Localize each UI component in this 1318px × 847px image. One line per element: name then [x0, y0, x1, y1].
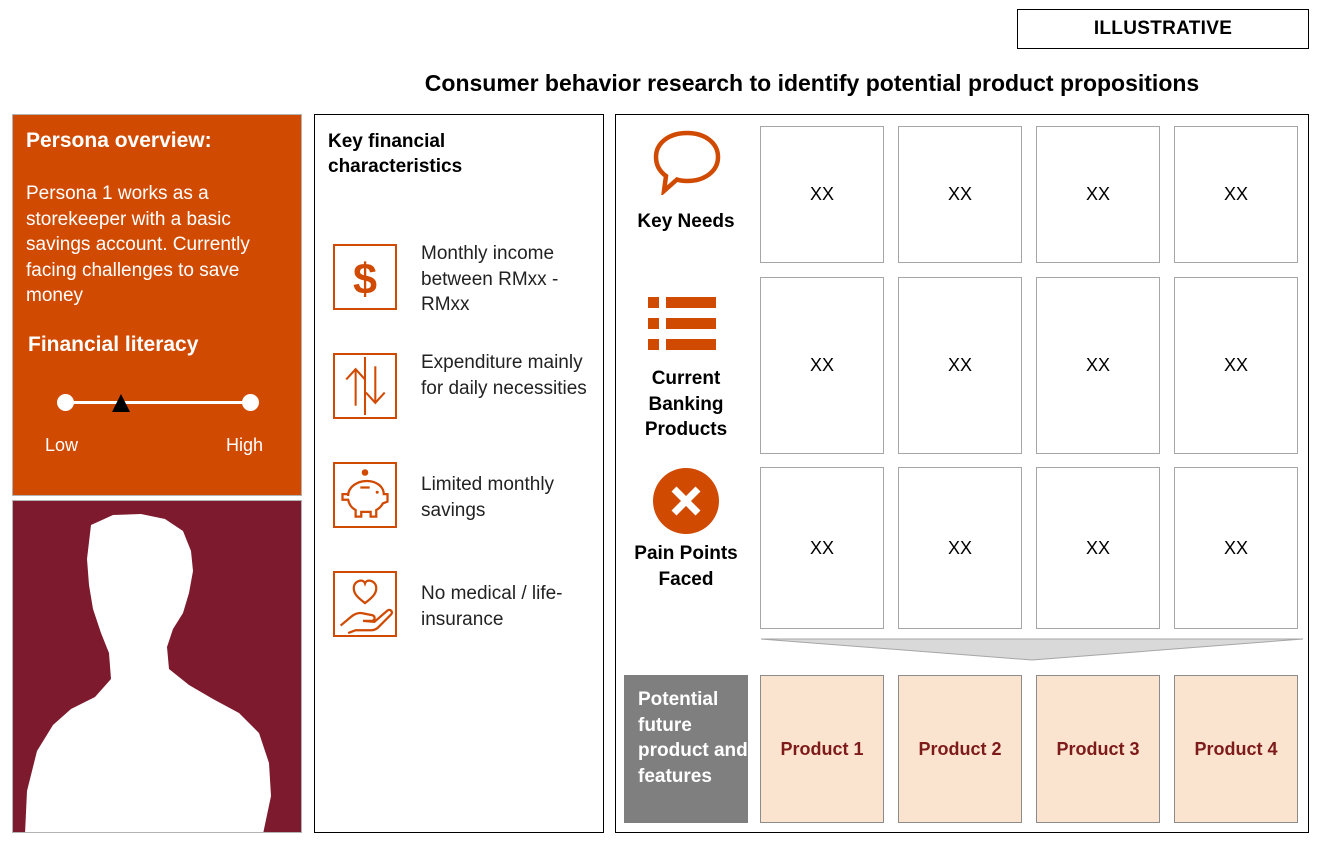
matrix-cell: XX	[1174, 467, 1298, 629]
product-card: Product 3	[1036, 675, 1160, 823]
illustrative-tag: ILLUSTRATIVE	[1017, 9, 1309, 49]
persona-overview-panel: Persona overview: Persona 1 works as a s…	[12, 114, 302, 496]
list-icon	[648, 295, 718, 353]
heart-hand-icon	[333, 571, 397, 637]
cross-circle-icon	[652, 467, 720, 535]
persona-heading: Persona overview:	[26, 129, 212, 152]
product-card: Product 1	[760, 675, 884, 823]
speech-bubble-icon	[652, 129, 722, 197]
characteristic-expenditure-text: Expenditure mainly for daily necessities	[421, 352, 587, 399]
matrix-cell: XX	[898, 277, 1022, 454]
page-title: Consumer behavior research to identify p…	[424, 70, 1200, 96]
row-label-key-needs: Key Needs	[637, 211, 735, 232]
product-proposition-matrix: Key Needs XX XX XX XX Current Banking Pr…	[615, 114, 1309, 833]
persona-silhouette-image	[12, 500, 302, 833]
matrix-cell: XX	[898, 467, 1022, 629]
persona-description: Persona 1 works as a storekeeper with a …	[26, 183, 250, 306]
dollar-icon: $	[333, 244, 397, 310]
literacy-scale-line	[65, 401, 251, 404]
literacy-high-label: High	[226, 435, 264, 455]
up-down-arrows-icon	[333, 353, 397, 419]
matrix-cell: XX	[760, 277, 884, 454]
matrix-cell: XX	[760, 126, 884, 263]
matrix-cell: XX	[1036, 467, 1160, 629]
characteristic-insurance-text: No medical / life-insurance	[421, 583, 563, 630]
product-card: Product 2	[898, 675, 1022, 823]
matrix-cell: XX	[1174, 277, 1298, 454]
literacy-scale-low-end	[57, 394, 74, 411]
characteristics-heading: Key financial characteristics	[328, 131, 463, 177]
product-card: Product 4	[1174, 675, 1298, 823]
matrix-cell: XX	[760, 467, 884, 629]
piggy-bank-icon	[333, 462, 397, 528]
matrix-cell: XX	[898, 126, 1022, 263]
matrix-cell: XX	[1174, 126, 1298, 263]
literacy-low-label: Low	[45, 435, 79, 455]
matrix-cell: XX	[1036, 126, 1160, 263]
key-financial-characteristics-panel: Key financial characteristics $ Monthly …	[314, 114, 604, 833]
characteristic-savings-text: Limited monthly savings	[421, 474, 555, 521]
potential-products-label: Potential future product and features	[624, 675, 748, 823]
row-label-current-banking-products: Current Banking Products	[644, 368, 728, 440]
literacy-level-marker	[111, 394, 130, 412]
matrix-cell: XX	[1036, 277, 1160, 454]
person-silhouette-icon	[25, 514, 271, 832]
financial-literacy-heading: Financial literacy	[28, 333, 199, 356]
characteristic-income-text: Monthly income between RMxx - RMxx	[421, 243, 559, 315]
row-label-pain-points-faced: Pain Points Faced	[634, 543, 738, 590]
literacy-scale-high-end	[242, 394, 259, 411]
funnel-arrow	[760, 638, 1304, 662]
svg-text:$: $	[353, 256, 377, 304]
